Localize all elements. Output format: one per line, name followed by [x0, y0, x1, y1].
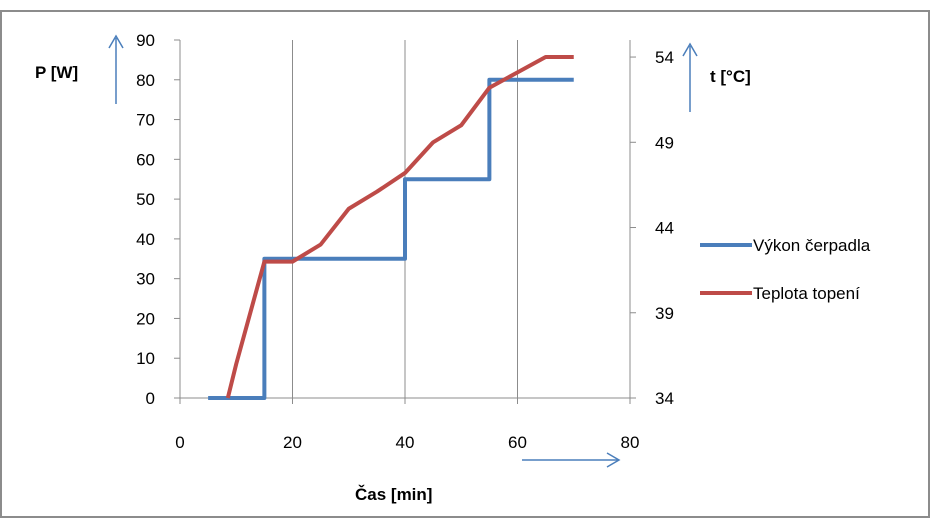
y-right-tick-label: 39	[655, 304, 674, 323]
series-line-1	[208, 77, 574, 400]
y-right-axis-title: t [°C]	[710, 67, 751, 86]
y-right-arrow	[682, 42, 698, 112]
y-left-tick-label: 90	[136, 31, 155, 50]
legend-label: Teplota topení	[753, 284, 860, 303]
y-left-tick-label: 20	[136, 309, 155, 328]
x-arrow	[522, 452, 621, 468]
y-left-tick-labels: 0 10 20 30 40 50 60 70 80 90	[136, 31, 155, 408]
y-right-tick-label: 34	[655, 389, 674, 408]
y-left-tick-label: 0	[146, 389, 155, 408]
y-right-tick-label: 44	[655, 219, 674, 238]
chart-border	[0, 10, 930, 518]
y-right-tick-label: 49	[655, 133, 674, 152]
y-right-tick-label: 54	[655, 48, 674, 67]
series-lines	[208, 55, 574, 400]
y-left-tick-label: 30	[136, 270, 155, 289]
x-tick-label: 60	[508, 433, 527, 452]
x-tick-label: 40	[396, 433, 415, 452]
legend-label: Výkon čerpadla	[753, 236, 871, 255]
y-left-tick-label: 60	[136, 150, 155, 169]
x-tick-labels: 0 20 40 60 80	[175, 433, 639, 452]
y-left-axis-title: P [W]	[35, 63, 78, 82]
x-tick-label: 0	[175, 433, 184, 452]
y-left-tick-label: 10	[136, 349, 155, 368]
y-left-tick-label: 50	[136, 190, 155, 209]
series-line-2	[225, 55, 574, 399]
y-left-arrow	[108, 34, 124, 104]
y-left-tick-label: 40	[136, 230, 155, 249]
legend: Výkon čerpadla Teplota topení	[700, 236, 871, 303]
x-axis-title: Čas [min]	[355, 485, 432, 504]
y-left-tick-label: 70	[136, 111, 155, 130]
x-tick-label: 80	[621, 433, 640, 452]
x-tick-label: 20	[283, 433, 302, 452]
y-left-tick-label: 80	[136, 71, 155, 90]
y-right-tick-labels: 34 39 44 49 54	[655, 48, 674, 408]
